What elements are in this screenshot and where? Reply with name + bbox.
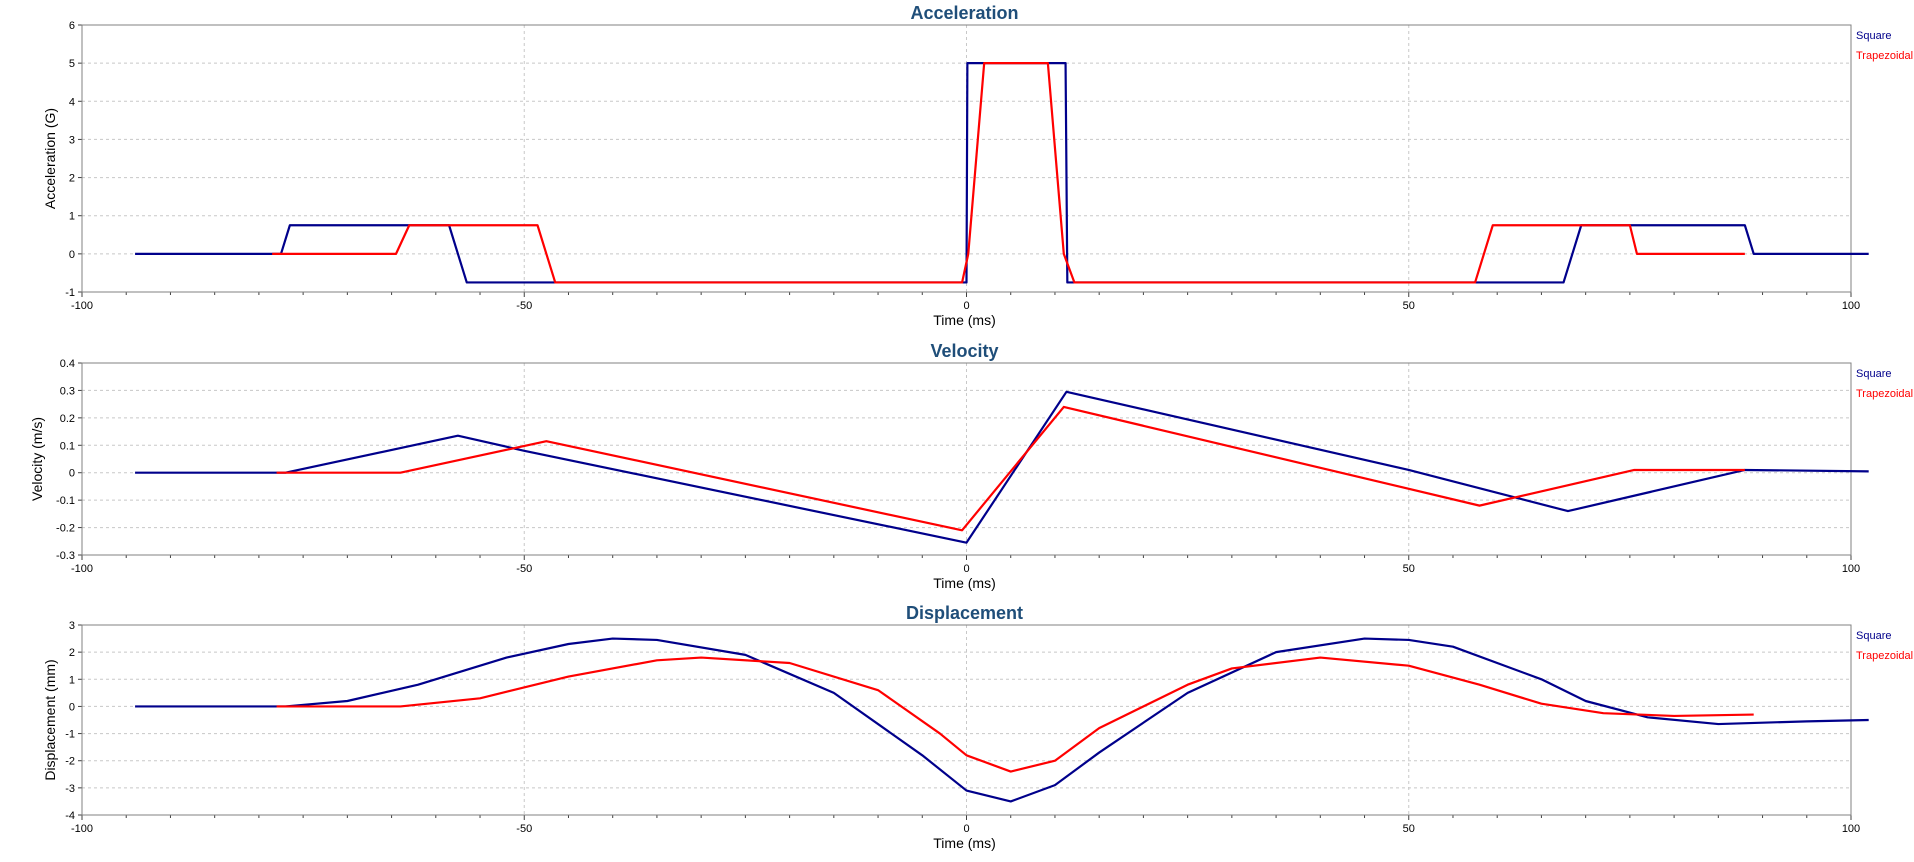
- acceleration-title: Acceleration: [910, 3, 1018, 23]
- acceleration-xlabel: Time (ms): [933, 312, 995, 328]
- acceleration-y-tick-label-3: 2: [69, 173, 75, 185]
- acceleration-x-tick-label-3: 50: [1403, 300, 1415, 312]
- displacement-xlabel: Time (ms): [933, 835, 995, 851]
- acceleration-y-tick-label-5: 4: [69, 96, 75, 108]
- displacement-y-tick-label-5: 1: [69, 674, 75, 686]
- displacement-series-square-line: [135, 637, 1869, 803]
- velocity-x-tick-label-4: 100: [1842, 563, 1860, 575]
- velocity-x-tick-label-2: 0: [963, 563, 969, 575]
- velocity-title: Velocity: [930, 341, 998, 361]
- velocity-y-tick-label-1: -0.2: [56, 523, 75, 535]
- velocity-y-tick-label-2: -0.1: [56, 495, 75, 507]
- displacement-title: Displacement: [906, 603, 1023, 623]
- displacement-y-tick-label-7: 3: [69, 620, 75, 632]
- acceleration-y-tick-label-4: 3: [69, 134, 75, 146]
- velocity-legend-trapezoidal: Trapezoidal: [1856, 388, 1913, 400]
- velocity-x-tick-label-0: -100: [71, 563, 93, 575]
- velocity-legend-square: Square: [1856, 368, 1891, 380]
- displacement-x-tick-label-2: 0: [963, 823, 969, 835]
- displacement-y-tick-label-4: 0: [69, 701, 75, 713]
- velocity-series-trapezoidal-line: [276, 405, 1745, 532]
- displacement-y-tick-label-0: -4: [65, 810, 75, 822]
- acceleration-ylabel: Acceleration (G): [42, 108, 58, 209]
- velocity-y-tick-label-3: 0: [69, 468, 75, 480]
- velocity-y-tick-label-0: -0.3: [56, 550, 75, 562]
- acceleration-x-tick-label-2: 0: [963, 300, 969, 312]
- acceleration-plot-frame: [81, 24, 1852, 293]
- acceleration-y-tick-label-6: 5: [69, 58, 75, 70]
- acceleration-y-tick-label-0: -1: [65, 287, 75, 299]
- acceleration-legend-square: Square: [1856, 30, 1891, 42]
- displacement-x-tick-label-3: 50: [1403, 823, 1415, 835]
- displacement-ylabel: Displacement (mm): [42, 659, 58, 780]
- acceleration-series-square-line: [135, 62, 1869, 284]
- displacement-y-tick-label-3: -1: [65, 729, 75, 741]
- displacement-y-tick-label-2: -2: [65, 756, 75, 768]
- acceleration-series-trapezoidal-line: [272, 62, 1745, 284]
- displacement-legend-trapezoidal: Trapezoidal: [1856, 650, 1913, 662]
- displacement-x-tick-label-0: -100: [71, 823, 93, 835]
- velocity-y-tick-label-5: 0.2: [60, 413, 75, 425]
- acceleration-y-tick-label-1: 0: [69, 249, 75, 261]
- velocity-plot-frame: [81, 362, 1852, 556]
- acceleration-legend-trapezoidal: Trapezoidal: [1856, 50, 1913, 62]
- displacement-y-tick-label-6: 2: [69, 647, 75, 659]
- displacement-y-tick-label-1: -3: [65, 783, 75, 795]
- velocity-ylabel: Velocity (m/s): [29, 417, 45, 501]
- velocity-x-tick-label-3: 50: [1403, 563, 1415, 575]
- acceleration-x-tick-label-4: 100: [1842, 300, 1860, 312]
- velocity-y-tick-label-4: 0.1: [60, 440, 75, 452]
- acceleration-x-tick-label-0: -100: [71, 300, 93, 312]
- acceleration-y-tick-label-2: 1: [69, 211, 75, 223]
- displacement-series-trapezoidal-line: [276, 656, 1754, 773]
- velocity-series-square-line: [135, 390, 1869, 544]
- velocity-y-tick-label-6: 0.3: [60, 385, 75, 397]
- displacement-x-tick-label-1: -50: [516, 823, 532, 835]
- velocity-xlabel: Time (ms): [933, 575, 995, 591]
- velocity-x-tick-label-1: -50: [516, 563, 532, 575]
- acceleration-y-tick-label-7: 6: [69, 20, 75, 32]
- velocity-y-tick-label-7: 0.4: [60, 358, 75, 370]
- displacement-legend-square: Square: [1856, 630, 1891, 642]
- displacement-x-tick-label-4: 100: [1842, 823, 1860, 835]
- acceleration-x-tick-label-1: -50: [516, 300, 532, 312]
- displacement-plot-frame: [81, 624, 1852, 816]
